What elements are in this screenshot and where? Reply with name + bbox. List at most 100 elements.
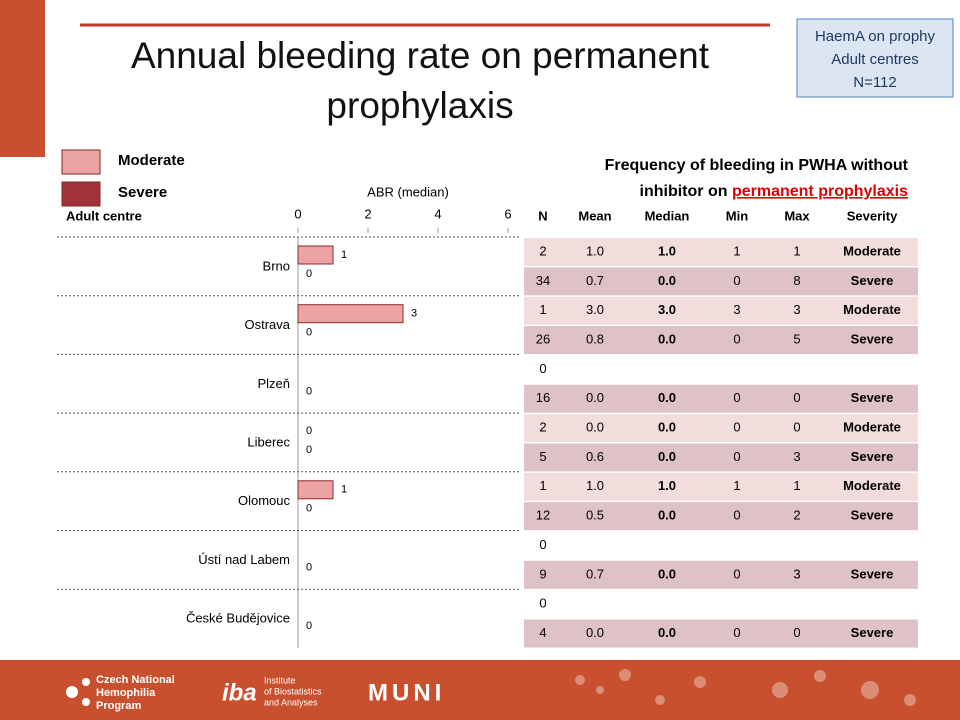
x-tick-label: 0 [294, 206, 301, 221]
decor [575, 669, 916, 706]
table-cell: 0.0 [658, 566, 676, 581]
table-cell: 1 [793, 478, 800, 493]
footer-band [0, 660, 960, 720]
table-cell: 0 [733, 625, 740, 640]
table-cell: 1.0 [658, 243, 676, 258]
table-cell: 0.0 [586, 390, 604, 405]
table-cell: Severe [851, 273, 894, 288]
data-label: 0 [306, 503, 312, 515]
column-header: Min [726, 208, 748, 223]
data-label: 0 [306, 444, 312, 456]
legend-label: Moderate [118, 152, 185, 169]
logo-icon [66, 686, 78, 698]
table-cell: 0.0 [658, 331, 676, 346]
table-row [524, 296, 918, 325]
table-cell: 0.5 [586, 508, 604, 523]
table-cell: 0 [539, 361, 546, 376]
table-cell: 0.0 [658, 420, 676, 435]
data-label: 0 [306, 425, 312, 437]
bar [297, 480, 334, 500]
table-cell: 2 [793, 508, 800, 523]
table-title-part: inhibitor on [640, 183, 728, 200]
logo-text: Institute [264, 675, 296, 685]
table-row [524, 267, 918, 296]
table-cell: Moderate [843, 302, 901, 317]
table-cell: 0.0 [658, 508, 676, 523]
table-cell: Severe [851, 331, 894, 346]
table-cell: 1.0 [586, 478, 604, 493]
side-bar [0, 0, 45, 157]
table-cell: 1 [539, 302, 546, 317]
table-row [524, 619, 918, 648]
table-cell: 0 [733, 566, 740, 581]
logo-text: iba [222, 679, 257, 706]
table-cell: 0 [793, 625, 800, 640]
table-cell: 0 [733, 449, 740, 464]
table-cell: 5 [793, 331, 800, 346]
table-cell: 0 [793, 420, 800, 435]
category: Brno [263, 258, 290, 273]
table-cell: 3.0 [586, 302, 604, 317]
badge-line: Adult centres [831, 51, 919, 68]
table-cell: 3.0 [658, 302, 676, 317]
table-cell: 0.0 [658, 273, 676, 288]
table-cell: 3 [793, 449, 800, 464]
logo-text: MUNI [368, 679, 445, 706]
table-cell: Severe [851, 508, 894, 523]
logo-icon [82, 678, 90, 686]
bar [297, 304, 404, 324]
table-cell: 0 [733, 273, 740, 288]
table-cell: 0.0 [586, 625, 604, 640]
data-label: 0 [306, 561, 312, 573]
table-cell: 1 [539, 478, 546, 493]
table-row [524, 590, 918, 619]
data-label: 1 [341, 249, 347, 261]
table-row [524, 384, 918, 413]
table-cell: Moderate [843, 478, 901, 493]
table-cell: 0.6 [586, 449, 604, 464]
table-row [524, 355, 918, 384]
column-header: N [538, 208, 547, 223]
table-cell: 2 [539, 243, 546, 258]
table-cell: 0.0 [658, 449, 676, 464]
legend-swatch [61, 181, 101, 207]
table-cell: 3 [733, 302, 740, 317]
table-row [524, 560, 918, 589]
table-cell: 1 [733, 478, 740, 493]
table-cell: 0 [539, 537, 546, 552]
table-row [524, 238, 918, 266]
logo-text: Hemophilia [96, 687, 156, 699]
table-row [524, 414, 918, 443]
x-tick-label: 2 [364, 206, 371, 221]
column-header: Mean [578, 208, 611, 223]
data-label: 0 [306, 268, 312, 280]
badge-line: N=112 [853, 74, 897, 91]
table-cell: 0.0 [586, 420, 604, 435]
table-title-highlight: permanent prophylaxis [732, 183, 908, 200]
table-cell: 1.0 [586, 243, 604, 258]
badge-line: HaemA on prophy [815, 28, 936, 45]
table-title: inhibitor on permanent prophylaxis [640, 183, 909, 200]
category: Ostrava [244, 317, 290, 332]
table-cell: 9 [539, 566, 546, 581]
table-cell: 2 [539, 420, 546, 435]
table-row [524, 472, 918, 501]
table-cell: 16 [536, 390, 550, 405]
table-cell: 0 [733, 508, 740, 523]
table-cell: Moderate [843, 420, 901, 435]
badge [796, 18, 954, 98]
legend-swatch [61, 149, 101, 175]
table-cell: 0.7 [586, 273, 604, 288]
data-label: 0 [306, 327, 312, 339]
table-cell: 3 [793, 302, 800, 317]
table-cell: 1 [733, 243, 740, 258]
table-cell: 0.8 [586, 331, 604, 346]
category-label: Adult centre [66, 208, 142, 223]
category: Liberec [247, 435, 290, 450]
table-cell: Severe [851, 449, 894, 464]
table-cell: 34 [536, 273, 550, 288]
x-tick-label: 6 [504, 206, 511, 221]
table-cell: 0.7 [586, 566, 604, 581]
table-cell: 5 [539, 449, 546, 464]
table-cell: 0.0 [658, 390, 676, 405]
